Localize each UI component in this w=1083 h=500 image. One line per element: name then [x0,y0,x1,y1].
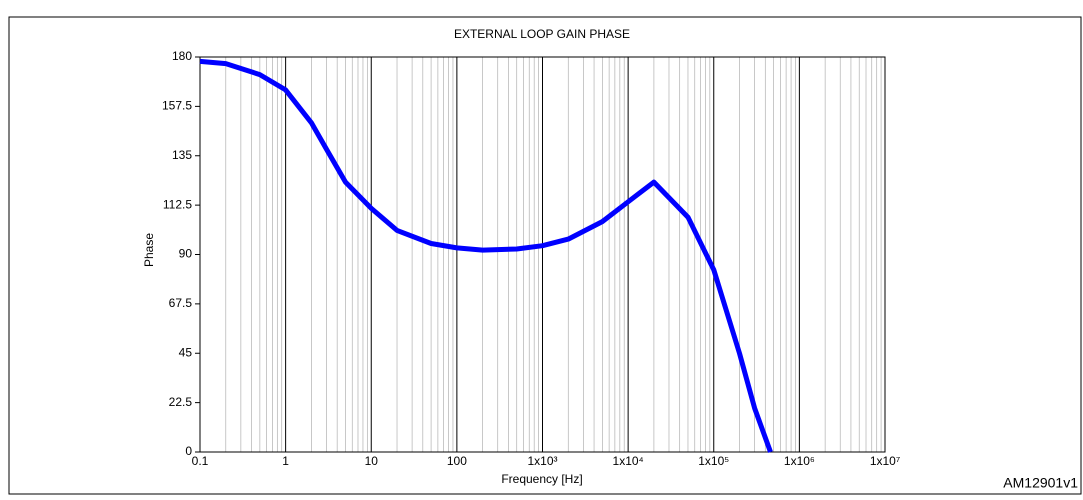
y-tick-label: 180 [172,49,192,63]
x-tick-label: 0.1 [192,454,209,468]
data-line [199,58,773,453]
frame [8,16,1082,495]
y-tick-label: 22.5 [169,395,193,409]
x-tick-label: 1x10⁷ [870,454,900,468]
x-tick-label: 1x10⁵ [698,454,729,468]
y-tick-label: 157.5 [162,99,192,113]
x-axis-label: Frequency [Hz] [501,472,582,486]
y-tick-label: 90 [179,247,193,261]
y-tick-label: 135 [172,148,192,162]
chart-title: EXTERNAL LOOP GAIN PHASE [454,27,630,41]
y-tick-label: 0 [185,444,192,458]
x-tick-label: 1x10⁴ [613,454,644,468]
y-tick-label: 112.5 [163,197,192,211]
x-tick-label: 100 [447,454,467,468]
y-axis-label: Phase [142,233,156,267]
footnote: AM12901v1 [1003,475,1078,491]
y-tick-label: 45 [179,345,193,359]
plot-area [199,56,886,453]
x-tick-label: 1x10⁶ [784,454,815,468]
y-tick-label: 67.5 [169,296,193,310]
x-tick-label: 1 [282,454,289,468]
x-tick-label: 1x10³ [527,454,557,468]
x-tick-label: 10 [365,454,379,468]
